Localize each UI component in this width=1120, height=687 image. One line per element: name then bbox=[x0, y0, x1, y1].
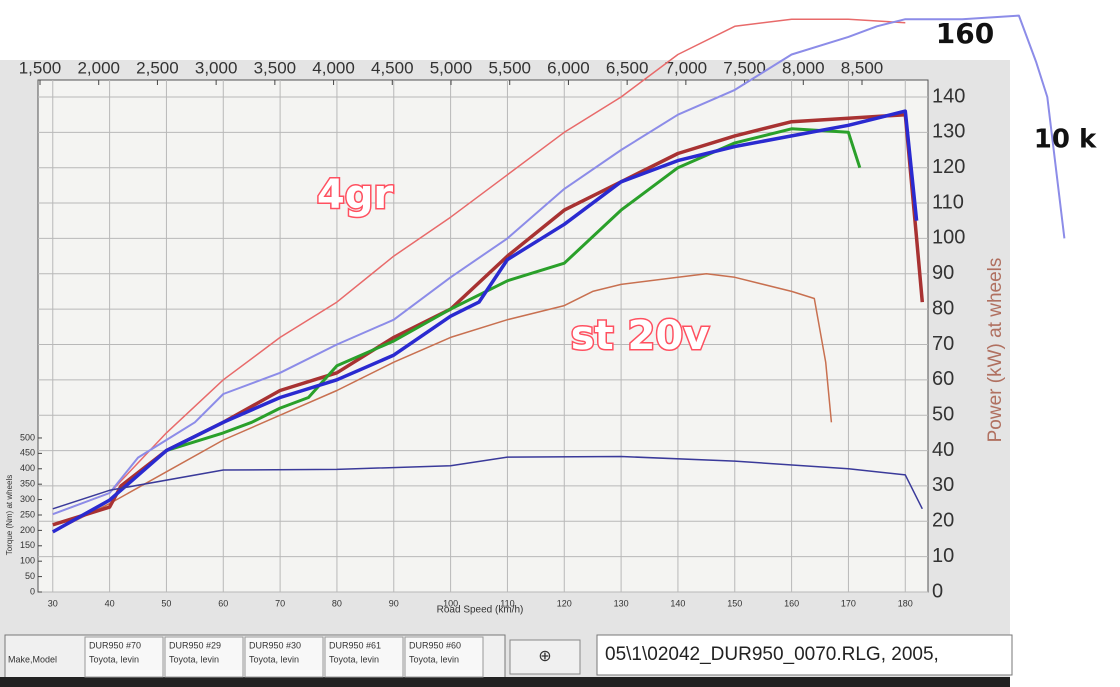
y2-axis-label: Power (kW) at wheels bbox=[985, 258, 1006, 443]
annotation: 10 k bbox=[1034, 125, 1097, 155]
series-line bbox=[52, 273, 833, 533]
y2-tick-label: 40 bbox=[932, 439, 954, 461]
y-tick-label: 350 bbox=[20, 479, 35, 489]
x2-tick-label: 2,000 bbox=[77, 58, 120, 77]
y2-tick-label: 80 bbox=[932, 297, 954, 319]
y2-tick-label: 30 bbox=[932, 474, 954, 496]
series-line bbox=[52, 14, 1066, 516]
table-cell bbox=[164, 636, 244, 678]
table-cell bbox=[84, 636, 164, 678]
x2-tick-label: 8,000 bbox=[782, 58, 825, 77]
x-tick-label: 120 bbox=[557, 598, 572, 608]
plot-area bbox=[37, 79, 929, 593]
x-axis-label: Road Speed (km/h) bbox=[437, 605, 524, 616]
x2-tick-label: 1,500 bbox=[19, 58, 62, 77]
x-tick-label: 90 bbox=[389, 598, 399, 608]
annotation: 160 bbox=[936, 17, 994, 50]
column-header: DUR950 #70 bbox=[89, 640, 141, 650]
x-tick-label: 70 bbox=[275, 598, 285, 608]
x-tick-label: 30 bbox=[48, 598, 58, 608]
x2-tick-label: 3,000 bbox=[195, 58, 238, 77]
y2-tick-label: 100 bbox=[932, 227, 965, 249]
y2-tick-label: 0 bbox=[932, 580, 943, 602]
x2-tick-label: 4,500 bbox=[371, 58, 414, 77]
x-tick-label: 80 bbox=[332, 598, 342, 608]
y-tick-label: 250 bbox=[20, 509, 35, 519]
x-tick-label: 150 bbox=[727, 598, 742, 608]
annotation: 4gr bbox=[317, 172, 393, 218]
file-box bbox=[596, 634, 1013, 676]
x2-tick-label: 3,500 bbox=[254, 58, 297, 77]
series-line bbox=[51, 109, 919, 534]
x-tick-label: 180 bbox=[898, 598, 913, 608]
y2-tick-label: 70 bbox=[932, 333, 954, 355]
x2-tick-label: 5,000 bbox=[430, 58, 473, 77]
y2-tick-label: 110 bbox=[932, 191, 964, 213]
x2-tick-label: 6,000 bbox=[547, 58, 590, 77]
y-tick-label: 400 bbox=[20, 463, 35, 473]
column-header: DUR950 #61 bbox=[329, 640, 381, 650]
y2-tick-label: 140 bbox=[932, 85, 965, 107]
taskbar bbox=[0, 677, 1010, 687]
zoom-button[interactable] bbox=[509, 639, 581, 675]
y-tick-label: 100 bbox=[20, 556, 35, 566]
column-header: DUR950 #29 bbox=[169, 640, 221, 650]
table-cell-text: Toyota, levin bbox=[89, 654, 139, 664]
y2-tick-label: 130 bbox=[932, 121, 965, 143]
x2-tick-label: 6,500 bbox=[606, 58, 649, 77]
table-cell-text: Toyota, levin bbox=[249, 654, 299, 664]
column-header: DUR950 #30 bbox=[249, 640, 301, 650]
y2-tick-label: 90 bbox=[932, 262, 954, 284]
x2-tick-label: 7,500 bbox=[723, 58, 766, 77]
file-name: 05\1\02042_DUR950_0070.RLG, 2005, bbox=[605, 644, 939, 665]
table-cell-text: Toyota, levin bbox=[329, 654, 379, 664]
y2-tick-label: 120 bbox=[932, 156, 965, 178]
series-line bbox=[52, 455, 923, 510]
x-tick-label: 50 bbox=[161, 598, 171, 608]
x2-tick-label: 5,500 bbox=[488, 58, 531, 77]
x-tick-label: 40 bbox=[105, 598, 115, 608]
x-tick-label: 110 bbox=[500, 598, 514, 608]
x2-tick-label: 7,000 bbox=[665, 58, 708, 77]
row-label: Make,Model bbox=[8, 654, 57, 664]
x2-tick-label: 8,500 bbox=[841, 58, 884, 77]
table-cell-text: Toyota, levin bbox=[409, 654, 459, 664]
x-tick-label: 140 bbox=[670, 598, 685, 608]
y-axis-label: Torque (Nm) at wheels bbox=[5, 475, 14, 555]
y-tick-label: 200 bbox=[20, 525, 35, 535]
y2-tick-label: 20 bbox=[932, 510, 954, 532]
column-header: DUR950 #60 bbox=[409, 640, 461, 650]
x-tick-label: 60 bbox=[218, 598, 228, 608]
y-tick-label: 150 bbox=[20, 540, 35, 550]
y-tick-label: 450 bbox=[20, 448, 35, 458]
y-tick-label: 0 bbox=[30, 586, 35, 596]
series-line bbox=[165, 127, 862, 453]
x-tick-label: 100 bbox=[443, 598, 458, 608]
annotation: st 20v bbox=[571, 313, 710, 359]
x2-tick-label: 2,500 bbox=[136, 58, 179, 77]
table-cell bbox=[324, 636, 404, 678]
x2-tick-label: 4,000 bbox=[312, 58, 355, 77]
y-tick-label: 300 bbox=[20, 494, 35, 504]
x-tick-label: 160 bbox=[784, 598, 799, 608]
x-tick-label: 170 bbox=[841, 598, 856, 608]
y2-tick-label: 60 bbox=[932, 368, 954, 390]
series-line bbox=[52, 18, 906, 515]
zoom-icon: ⊕ bbox=[538, 648, 551, 665]
y-tick-label: 500 bbox=[20, 432, 35, 442]
table-cell bbox=[244, 636, 324, 678]
table-cell bbox=[404, 636, 484, 678]
y-tick-label: 50 bbox=[25, 571, 35, 581]
x-tick-label: 130 bbox=[614, 598, 629, 608]
y2-tick-label: 50 bbox=[932, 403, 954, 425]
table-cell-text: Toyota, levin bbox=[169, 654, 219, 664]
y2-tick-label: 10 bbox=[932, 545, 954, 567]
